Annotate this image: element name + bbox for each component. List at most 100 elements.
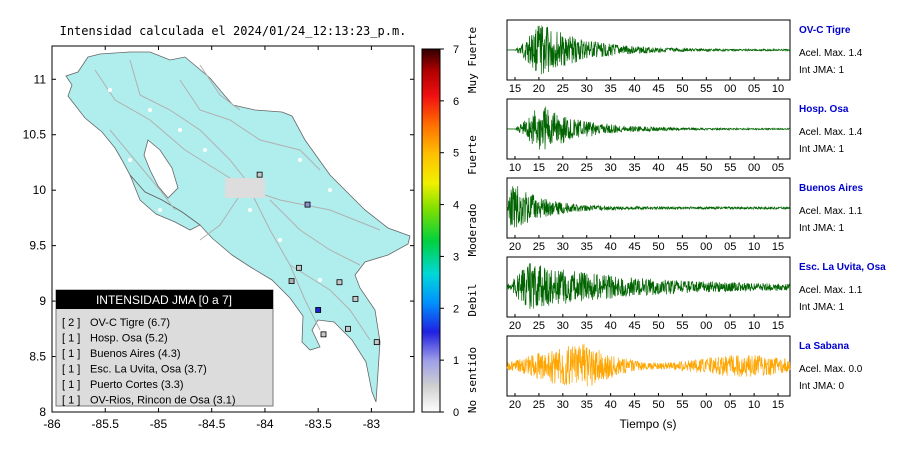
station-marker [315, 307, 322, 313]
station-marker [352, 295, 359, 302]
waveform-tick-label: 15 [509, 83, 521, 95]
colorbar-ticks: 0 1 2 3 4 5 6 7 [440, 44, 459, 419]
gulf-of-nicoya [143, 139, 179, 199]
legend-item-count: [ 1 ] [62, 333, 80, 345]
acel-max-label: Acel. Max. 1.4 [799, 127, 863, 138]
colorbar-category-label: Muy Fuerte [466, 27, 479, 93]
waveform-tick-label: 35 [628, 162, 640, 174]
waveform-tick-label: 25 [533, 399, 545, 411]
waveform-tick-label: 45 [652, 83, 664, 95]
station-marker [288, 278, 295, 285]
station-marker [320, 331, 327, 338]
map-x-tick-label: -84.5 [198, 417, 226, 431]
map-x-tick-label: -85 [150, 417, 168, 431]
waveform-tick-label: 20 [509, 399, 521, 411]
waveform-tick-label: 55 [676, 320, 688, 332]
waveform-tick-label: 50 [652, 399, 664, 411]
acel-max-label: Acel. Max. 1.1 [799, 285, 863, 296]
waveform-trace [506, 25, 791, 75]
map-y-tick-label: 10.5 [23, 128, 47, 142]
colorbar-tick-label: 6 [453, 96, 459, 108]
waveform-xlabel: Tiempo (s) [620, 417, 677, 431]
towns [108, 88, 332, 282]
jma-intensity-label: Int JMA: 1 [799, 65, 844, 76]
jma-intensity-label: Int JMA: 0 [799, 381, 844, 392]
waveform-tick-label: 00 [700, 320, 712, 332]
map-y-ticks: 11 10.5 10 9.5 9 8.5 8 [23, 72, 414, 419]
colorbar-tick-label: 5 [453, 148, 459, 160]
map-y-tick-label: 9 [39, 294, 46, 308]
jma-intensity-label: Int JMA: 1 [799, 223, 844, 234]
colorbar-category-label: Moderado [466, 204, 479, 257]
map-x-tick-label: -83 [363, 417, 381, 431]
waveform-tick-label: 50 [700, 162, 712, 174]
waveform-tick-label: 05 [724, 399, 736, 411]
map-x-tick-label: -85.5 [92, 417, 120, 431]
waveform-tick-label: 30 [581, 83, 593, 95]
waveform-tick-label: 45 [628, 241, 640, 253]
intensity-legend: INTENSIDAD JMA [0 a 7] [ 2 ] OV-C Tigre (… [55, 289, 274, 407]
waveform-tick-label: 50 [652, 241, 664, 253]
colorbar-category-label: Fuerte [466, 135, 479, 175]
waveform-tick-label: 00 [724, 83, 736, 95]
map-x-ticks: -86 -85.5 -85 -84.5 -84 -83.5 -83 [43, 46, 380, 431]
waveform-tick-label: 35 [581, 320, 593, 332]
colorbar-category-labels: No sentido Debil Moderado Fuerte Muy Fuerte [466, 27, 479, 413]
legend-item-count: [ 1 ] [62, 395, 80, 407]
waveform-tick-label: 45 [676, 162, 688, 174]
legend-item-count: [ 2 ] [62, 317, 80, 329]
map-y-tick-label: 11 [34, 72, 47, 86]
colorbar-category-label: Debil [466, 283, 479, 316]
map-x-tick-label: -83.5 [304, 417, 332, 431]
waveform-tick-label: 25 [533, 320, 545, 332]
waveform-tick-label: 40 [605, 399, 617, 411]
waveform-tick-label: 15 [772, 399, 784, 411]
waveform-tick-label: 05 [748, 83, 760, 95]
waveform-panel: 10 15 20 25 30 35 40 45 50 55 00 05 Hosp. Osa Acel. M… [506, 98, 863, 174]
waveform-tick-label: 15 [772, 241, 784, 253]
waveform-tick-label: 10 [748, 399, 760, 411]
waveform-tick-label: 50 [676, 83, 688, 95]
map-x-tick-label: -84 [256, 417, 274, 431]
waveform-tick-label: 10 [748, 241, 760, 253]
colorbar-tick-label: 4 [453, 200, 459, 212]
waveform-panel: 20 25 30 35 40 45 50 55 00 05 10 15 Buenos Aires Acel… [506, 177, 864, 253]
acel-max-label: Acel. Max. 1.4 [799, 48, 863, 59]
waveform-tick-label: 45 [628, 399, 640, 411]
station-marker [373, 339, 380, 346]
legend-item-name: OV-Rios, Rincon de Osa (3.1) [90, 395, 236, 407]
legend-item-name: Puerto Cortes (3.3) [90, 379, 184, 391]
legend-title: INTENSIDAD JMA [0 a 7] [96, 293, 232, 307]
station-name: La Sabana [799, 341, 849, 352]
legend-title-bar [56, 290, 273, 309]
station-marker [296, 264, 302, 271]
colorbar-tick-label: 0 [453, 407, 459, 419]
colorbar-tick-label: 3 [453, 251, 459, 263]
colorbar-tick-label: 7 [453, 44, 459, 56]
waveform-tick-label: 20 [509, 320, 521, 332]
waveform-panel: 20 25 30 35 40 45 50 55 00 05 10 15 Esc. La Uvita, O… [506, 256, 886, 332]
waveform-tick-label: 50 [652, 320, 664, 332]
acel-max-label: Acel. Max. 1.1 [799, 206, 863, 217]
waveform-tick-label: 05 [724, 320, 736, 332]
legend-item-name: Esc. La Uvita, Osa (3.7) [90, 364, 207, 376]
waveform-tick-label: 30 [557, 241, 569, 253]
station-name: Esc. La Uvita, Osa [799, 262, 886, 273]
intensity-map: Intensidad calculada el 2024/01/24_12:13… [23, 24, 415, 431]
waveform-tick-label: 00 [700, 241, 712, 253]
station-marker [304, 201, 311, 208]
waveform-tick-label: 00 [748, 162, 760, 174]
legend-items: [ 2 ] OV-C Tigre (6.7) [ 1 ] Hosp. Osa (5.2… [62, 317, 236, 407]
station-marker [336, 279, 343, 286]
roads [94, 59, 381, 341]
colorbar-tick-label: 1 [453, 355, 459, 367]
station-marker [345, 325, 351, 332]
waveform-tick-label: 30 [605, 162, 617, 174]
waveform-tick-label: 45 [628, 320, 640, 332]
map-y-tick-label: 8.5 [29, 350, 46, 364]
legend-item-count: [ 1 ] [62, 364, 80, 376]
waveform-tick-label: 40 [605, 241, 617, 253]
waveform-tick-label: 55 [724, 162, 736, 174]
map-y-tick-label: 8 [39, 405, 46, 419]
